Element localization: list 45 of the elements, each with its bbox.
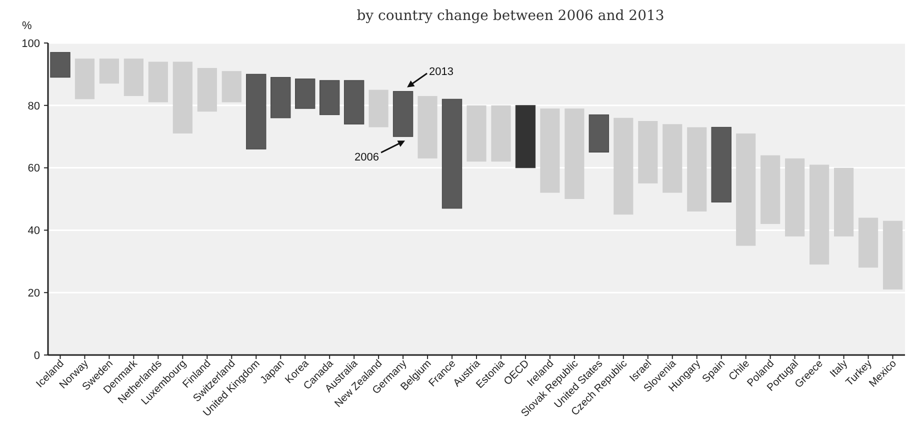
bar	[270, 77, 291, 118]
bar	[148, 62, 168, 102]
bar	[810, 164, 830, 265]
y-tick-label: 80	[28, 100, 40, 112]
y-tick-label: 20	[28, 287, 40, 300]
bar	[74, 58, 95, 100]
bar	[687, 127, 707, 212]
bar	[834, 168, 854, 236]
bar	[638, 121, 658, 184]
bar	[736, 133, 756, 246]
y-tick-label: 100	[22, 38, 40, 50]
bar	[442, 98, 462, 209]
bar	[491, 105, 511, 162]
bar	[418, 96, 438, 158]
annotation: 2006	[354, 151, 380, 164]
annotation: 2013	[429, 66, 454, 78]
y-axis-title: %	[22, 20, 32, 32]
bar	[711, 126, 732, 202]
bar	[760, 155, 780, 224]
bar	[319, 80, 340, 116]
bar	[99, 58, 120, 84]
bar	[515, 105, 536, 168]
bar	[614, 118, 634, 215]
chart-title: by country change between 2006 and 2013	[356, 8, 664, 24]
bar	[50, 52, 70, 78]
bar	[344, 80, 364, 124]
bar	[392, 91, 414, 137]
bar	[564, 108, 584, 199]
bar	[882, 220, 903, 290]
bar	[785, 158, 805, 236]
bar	[466, 105, 486, 162]
bar	[246, 74, 266, 150]
bar	[858, 218, 878, 268]
bar	[588, 114, 610, 152]
y-tick-label: 0	[34, 350, 40, 362]
bar	[197, 68, 217, 112]
bar	[540, 108, 560, 193]
bar	[295, 78, 316, 109]
y-tick-label: 60	[28, 162, 40, 175]
bar	[368, 90, 388, 128]
bar	[662, 124, 682, 193]
bar	[124, 58, 144, 96]
y-tick-label: 40	[28, 225, 40, 238]
bar	[172, 62, 192, 134]
bar	[222, 71, 242, 102]
